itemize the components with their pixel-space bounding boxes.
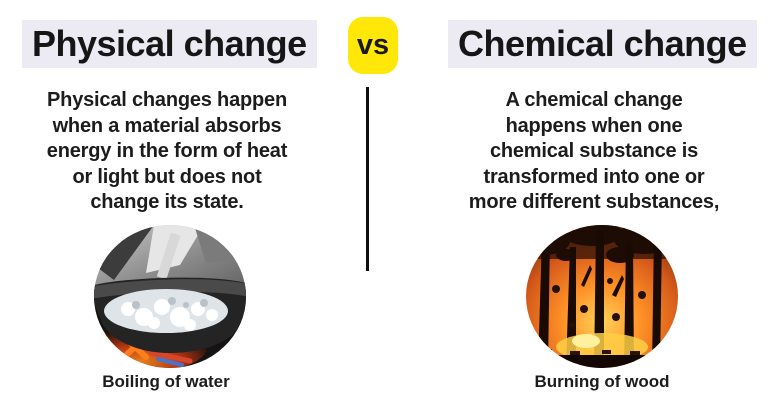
boiling-water-photo [94, 225, 246, 368]
forest-fire-illustration [526, 225, 678, 368]
chemical-change-description: A chemical change happens when one chemi… [468, 89, 720, 213]
left-caption: Boiling of water [102, 372, 230, 391]
forest-fire-photo [526, 225, 678, 368]
vs-badge: vs [348, 17, 398, 74]
right-caption: Burning of wood [534, 372, 670, 391]
physical-change-description: Physical changes happen when a material … [46, 89, 288, 213]
boiling-water-illustration [94, 225, 246, 368]
left-title: Physical change [22, 20, 317, 68]
right-title: Chemical change [448, 20, 757, 68]
vertical-divider [366, 87, 369, 271]
